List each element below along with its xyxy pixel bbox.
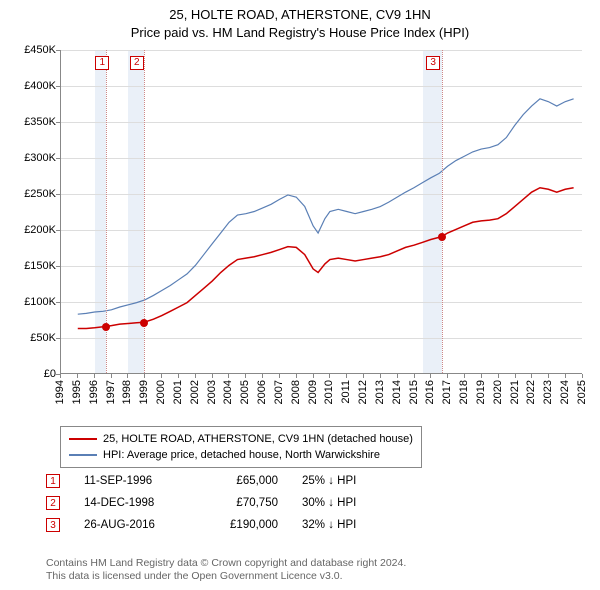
x-tick-label: 1996 bbox=[88, 380, 100, 404]
chart-container: 25, HOLTE ROAD, ATHERSTONE, CV9 1HN Pric… bbox=[0, 0, 600, 590]
legend-row-1: 25, HOLTE ROAD, ATHERSTONE, CV9 1HN (det… bbox=[69, 431, 413, 447]
y-tick-label: £150K bbox=[8, 260, 56, 272]
x-tick-label: 2007 bbox=[273, 380, 285, 404]
legend-row-2: HPI: Average price, detached house, Nort… bbox=[69, 447, 413, 463]
x-tick-label: 2011 bbox=[340, 380, 352, 404]
event-row: 2 14-DEC-1998 £70,750 30% ↓ HPI bbox=[46, 492, 382, 514]
x-tick-label: 1997 bbox=[105, 380, 117, 404]
footer: Contains HM Land Registry data © Crown c… bbox=[46, 557, 406, 584]
x-tick-label: 2009 bbox=[307, 380, 319, 404]
series-line bbox=[78, 99, 574, 314]
event-marker: 1 bbox=[95, 56, 109, 70]
chart-area: £0 £50K £100K £150K £200K £250K £300K £350K £400… bbox=[8, 42, 592, 422]
legend-swatch-1 bbox=[69, 438, 97, 440]
x-tick-label: 1994 bbox=[54, 380, 66, 404]
x-tick-label: 1998 bbox=[121, 380, 133, 404]
x-tick-label: 2023 bbox=[542, 380, 554, 404]
footer-line-2: This data is licensed under the Open Gov… bbox=[46, 570, 406, 584]
x-tick-label: 2020 bbox=[492, 380, 504, 404]
y-tick-label: £100K bbox=[8, 296, 56, 308]
y-tick-label: £250K bbox=[8, 188, 56, 200]
x-tick-label: 2016 bbox=[424, 380, 436, 404]
event-row: 1 11-SEP-1996 £65,000 25% ↓ HPI bbox=[46, 470, 382, 492]
event-number: 2 bbox=[46, 496, 60, 510]
y-axis: £0£50K£100K£150K£200K£250K£300K£350K£400… bbox=[8, 50, 60, 374]
event-pct: 25% ↓ HPI bbox=[302, 475, 382, 487]
event-number: 1 bbox=[46, 474, 60, 488]
event-date: 26-AUG-2016 bbox=[84, 519, 184, 531]
x-tick-label: 2018 bbox=[458, 380, 470, 404]
event-price: £190,000 bbox=[208, 519, 278, 531]
x-tick-label: 2014 bbox=[391, 380, 403, 404]
x-tick-label: 2000 bbox=[155, 380, 167, 404]
x-tick-label: 2015 bbox=[408, 380, 420, 404]
event-date: 14-DEC-1998 bbox=[84, 497, 184, 509]
x-tick-label: 2002 bbox=[189, 380, 201, 404]
event-pct: 32% ↓ HPI bbox=[302, 519, 382, 531]
x-tick-label: 2022 bbox=[525, 380, 537, 404]
y-tick-label: £0 bbox=[8, 368, 56, 380]
x-tick-label: 1999 bbox=[138, 380, 150, 404]
x-tick-label: 2001 bbox=[172, 380, 184, 404]
x-tick-label: 2004 bbox=[222, 380, 234, 404]
events-table: 1 11-SEP-1996 £65,000 25% ↓ HPI 2 14-DEC-1998… bbox=[46, 470, 382, 536]
x-tick-label: 2003 bbox=[206, 380, 218, 404]
legend-label-1: 25, HOLTE ROAD, ATHERSTONE, CV9 1HN (det… bbox=[103, 433, 413, 445]
event-price: £65,000 bbox=[208, 475, 278, 487]
event-date: 11-SEP-1996 bbox=[84, 475, 184, 487]
x-tick-label: 2010 bbox=[323, 380, 335, 404]
x-tick-label: 2012 bbox=[357, 380, 369, 404]
sale-point bbox=[140, 319, 148, 327]
series-line bbox=[78, 188, 574, 329]
x-tick-label: 2005 bbox=[239, 380, 251, 404]
y-tick-label: £300K bbox=[8, 152, 56, 164]
event-row: 3 26-AUG-2016 £190,000 32% ↓ HPI bbox=[46, 514, 382, 536]
legend-swatch-2 bbox=[69, 454, 97, 456]
event-marker: 2 bbox=[130, 56, 144, 70]
x-tick-label: 2013 bbox=[374, 380, 386, 404]
x-tick-label: 1995 bbox=[71, 380, 83, 404]
event-marker: 3 bbox=[426, 56, 440, 70]
plot-area: 1 2 3 bbox=[60, 50, 582, 374]
x-tick-label: 2024 bbox=[559, 380, 571, 404]
title-line-2: Price paid vs. HM Land Registry's House … bbox=[0, 24, 600, 42]
event-number: 3 bbox=[46, 518, 60, 532]
y-tick-label: £350K bbox=[8, 116, 56, 128]
y-tick-label: £200K bbox=[8, 224, 56, 236]
legend-label-2: HPI: Average price, detached house, Nort… bbox=[103, 449, 380, 461]
title-block: 25, HOLTE ROAD, ATHERSTONE, CV9 1HN Pric… bbox=[0, 0, 600, 42]
x-tick-label: 2006 bbox=[256, 380, 268, 404]
sale-point bbox=[438, 233, 446, 241]
x-tick-label: 2025 bbox=[576, 380, 588, 404]
legend: 25, HOLTE ROAD, ATHERSTONE, CV9 1HN (det… bbox=[60, 426, 422, 468]
x-tick-label: 2017 bbox=[441, 380, 453, 404]
x-tick-label: 2008 bbox=[290, 380, 302, 404]
y-tick-label: £400K bbox=[8, 80, 56, 92]
x-tick-label: 2019 bbox=[475, 380, 487, 404]
event-pct: 30% ↓ HPI bbox=[302, 497, 382, 509]
footer-line-1: Contains HM Land Registry data © Crown c… bbox=[46, 557, 406, 571]
lines-svg bbox=[61, 50, 582, 373]
event-vline bbox=[442, 50, 443, 373]
x-tick-label: 2021 bbox=[509, 380, 521, 404]
y-tick-label: £50K bbox=[8, 332, 56, 344]
title-line-1: 25, HOLTE ROAD, ATHERSTONE, CV9 1HN bbox=[0, 6, 600, 24]
y-tick-label: £450K bbox=[8, 44, 56, 56]
event-price: £70,750 bbox=[208, 497, 278, 509]
x-axis: 1994199519961997199819992000200120022003… bbox=[60, 374, 582, 422]
sale-point bbox=[102, 323, 110, 331]
